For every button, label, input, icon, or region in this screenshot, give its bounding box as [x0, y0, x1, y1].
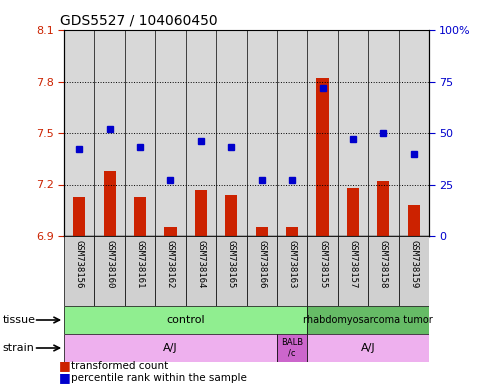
Bar: [186, 30, 216, 236]
Text: GSM738158: GSM738158: [379, 240, 388, 288]
Text: GSM738160: GSM738160: [105, 240, 114, 288]
Text: A/J: A/J: [163, 343, 178, 353]
Text: control: control: [166, 315, 205, 325]
Bar: [134, 197, 146, 236]
FancyBboxPatch shape: [277, 334, 307, 362]
Bar: [317, 78, 329, 236]
Text: rhabdomyosarcoma tumor: rhabdomyosarcoma tumor: [303, 315, 433, 325]
Bar: [95, 30, 125, 236]
Text: BALB
/c: BALB /c: [281, 338, 303, 358]
FancyBboxPatch shape: [307, 306, 429, 334]
Text: GSM738164: GSM738164: [196, 240, 206, 288]
Text: GSM738161: GSM738161: [136, 240, 144, 288]
Text: GSM738163: GSM738163: [287, 240, 297, 288]
FancyBboxPatch shape: [155, 236, 186, 306]
FancyBboxPatch shape: [338, 236, 368, 306]
Bar: [73, 197, 85, 236]
Bar: [408, 205, 420, 236]
Text: transformed count: transformed count: [71, 361, 169, 371]
Text: strain: strain: [2, 343, 35, 353]
Text: ■: ■: [59, 371, 71, 384]
FancyBboxPatch shape: [216, 236, 246, 306]
Bar: [195, 190, 207, 236]
Bar: [216, 30, 246, 236]
Bar: [368, 30, 398, 236]
FancyBboxPatch shape: [186, 236, 216, 306]
Bar: [225, 195, 238, 236]
Text: GSM738159: GSM738159: [409, 240, 418, 288]
Text: GSM738155: GSM738155: [318, 240, 327, 288]
Bar: [64, 30, 95, 236]
Bar: [398, 30, 429, 236]
Bar: [104, 171, 116, 236]
Bar: [377, 181, 389, 236]
Text: GSM738157: GSM738157: [349, 240, 357, 288]
FancyBboxPatch shape: [64, 236, 95, 306]
Text: GSM738162: GSM738162: [166, 240, 175, 288]
Text: percentile rank within the sample: percentile rank within the sample: [71, 373, 247, 383]
FancyBboxPatch shape: [246, 236, 277, 306]
FancyBboxPatch shape: [64, 334, 277, 362]
Text: tissue: tissue: [2, 315, 35, 325]
FancyBboxPatch shape: [95, 236, 125, 306]
Bar: [286, 227, 298, 236]
Bar: [338, 30, 368, 236]
Bar: [155, 30, 186, 236]
Text: GSM738156: GSM738156: [75, 240, 84, 288]
FancyBboxPatch shape: [307, 236, 338, 306]
Text: ■: ■: [59, 359, 71, 372]
Text: GDS5527 / 104060450: GDS5527 / 104060450: [61, 13, 218, 27]
Bar: [246, 30, 277, 236]
Bar: [125, 30, 155, 236]
Bar: [165, 227, 176, 236]
FancyBboxPatch shape: [64, 306, 307, 334]
FancyBboxPatch shape: [398, 236, 429, 306]
Text: GSM738166: GSM738166: [257, 240, 266, 288]
FancyBboxPatch shape: [368, 236, 398, 306]
FancyBboxPatch shape: [125, 236, 155, 306]
Bar: [277, 30, 307, 236]
FancyBboxPatch shape: [277, 236, 307, 306]
FancyBboxPatch shape: [307, 334, 429, 362]
Text: A/J: A/J: [361, 343, 375, 353]
Bar: [256, 227, 268, 236]
Bar: [347, 188, 359, 236]
Text: GSM738165: GSM738165: [227, 240, 236, 288]
Bar: [307, 30, 338, 236]
